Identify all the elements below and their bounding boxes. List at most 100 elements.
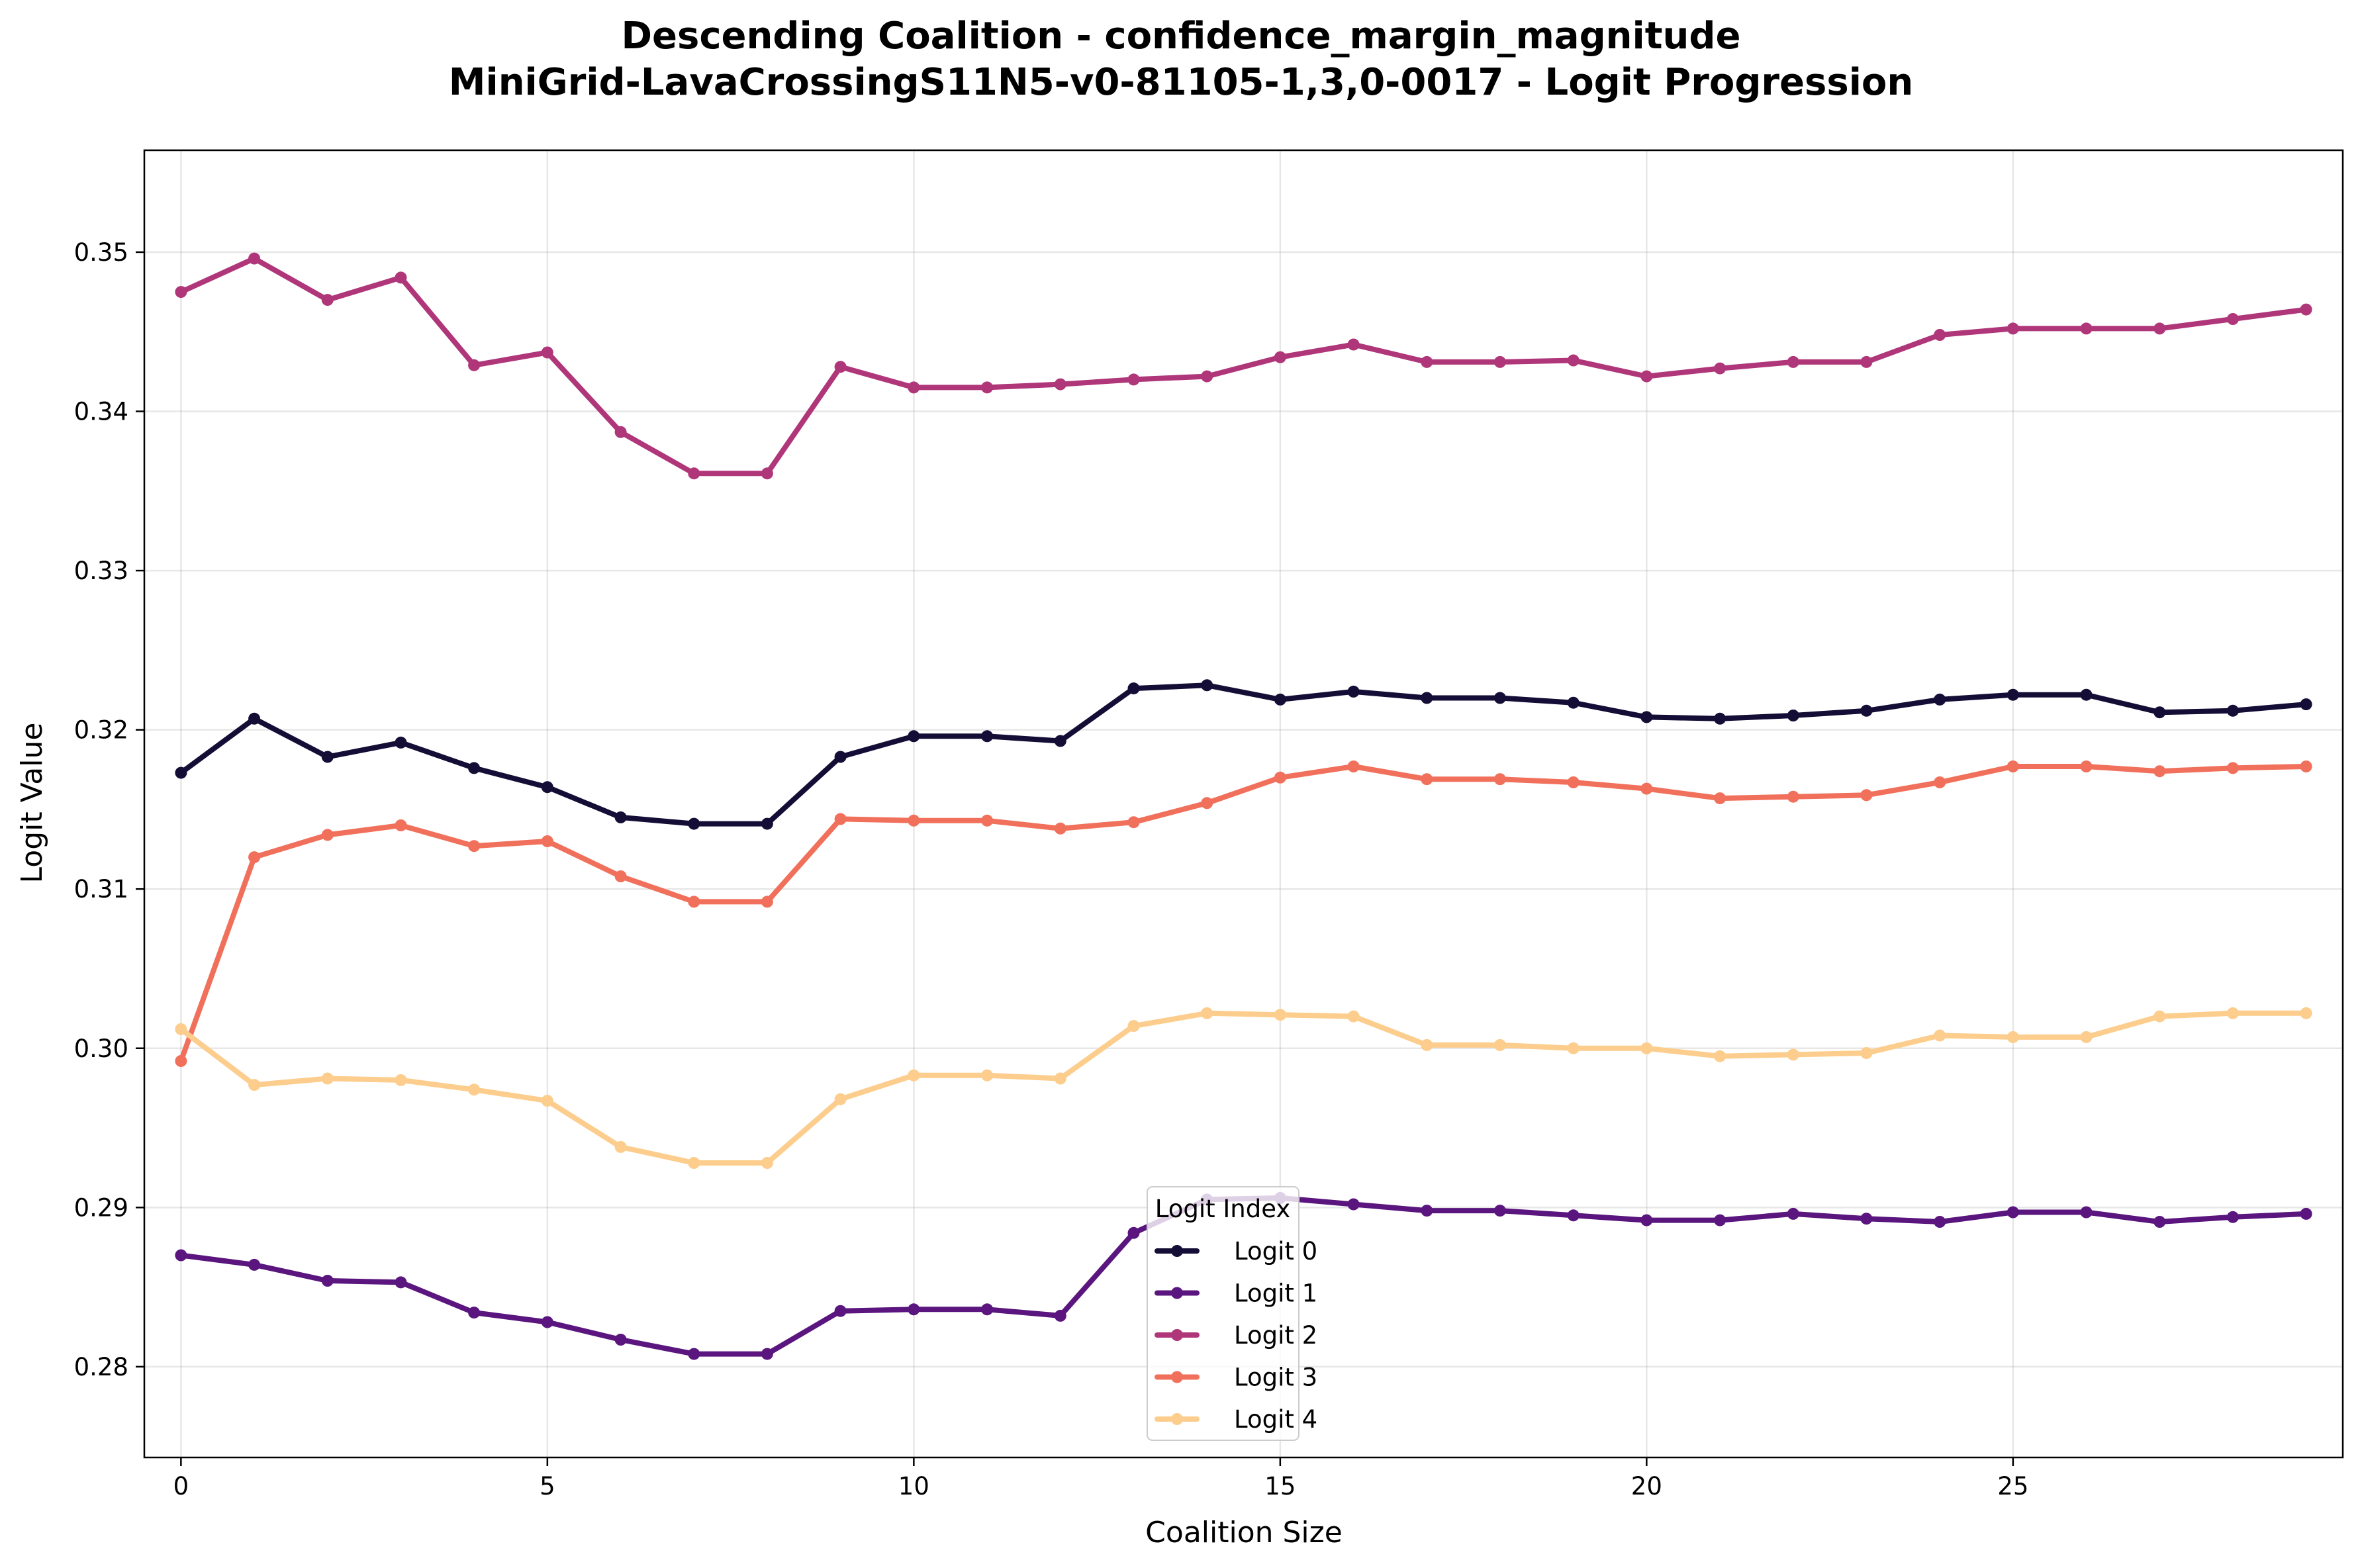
data-point-logit-2 (1421, 355, 1433, 368)
data-point-logit-2 (321, 294, 334, 306)
data-point-logit-2 (1567, 354, 1580, 367)
data-point-logit-2 (1714, 362, 1726, 375)
x-tick-label: 25 (1997, 1472, 2028, 1500)
data-point-logit-0 (1934, 693, 1946, 706)
data-point-logit-4 (1860, 1047, 1873, 1059)
data-point-logit-1 (1054, 1309, 1066, 1322)
axis-ticks: 0 5 10 15 20 25 0.28 0.29 0.30 0.31 0.32 0.33 0.34 0.… (74, 238, 2029, 1500)
data-point-logit-2 (541, 346, 553, 359)
legend-marker-logit-1 (1171, 1287, 1183, 1299)
data-point-logit-0 (1787, 710, 1799, 721)
data-point-logit-1 (2007, 1206, 2019, 1219)
data-point-logit-3 (1347, 761, 1360, 772)
data-point-logit-4 (321, 1072, 334, 1085)
data-point-logit-1 (2080, 1206, 2093, 1219)
x-tick-label: 5 (540, 1472, 555, 1500)
data-point-logit-0 (1493, 692, 1506, 704)
series-logit-0 (175, 679, 2312, 830)
data-point-logit-1 (468, 1307, 481, 1319)
data-point-logit-2 (1493, 355, 1506, 368)
data-point-logit-2 (395, 271, 407, 284)
data-point-logit-1 (1347, 1198, 1360, 1211)
data-point-logit-3 (321, 829, 334, 841)
data-point-logit-2 (834, 361, 847, 373)
data-point-logit-3 (2007, 761, 2019, 772)
x-tick-label: 15 (1264, 1472, 1296, 1500)
data-point-logit-4 (175, 1023, 187, 1035)
data-point-logit-0 (688, 817, 700, 830)
data-point-logit-4 (1054, 1072, 1066, 1085)
data-point-logit-3 (1127, 816, 1140, 829)
chart-title-line-2: MiniGrid-LavaCrossingS11N5-v0-81105-1,3,… (449, 61, 1913, 104)
data-point-logit-1 (541, 1316, 553, 1328)
data-point-logit-4 (1787, 1048, 1799, 1061)
data-point-logit-0 (1860, 704, 1873, 717)
legend-marker-logit-4 (1171, 1413, 1183, 1425)
data-point-logit-3 (981, 814, 994, 827)
data-point-logit-0 (981, 730, 994, 743)
data-point-logit-1 (1934, 1216, 1946, 1228)
data-point-logit-1 (2153, 1216, 2166, 1228)
series-logit-2 (175, 252, 2312, 480)
data-point-logit-3 (1201, 797, 1213, 809)
series-logit-3 (175, 761, 2312, 1067)
data-point-logit-1 (248, 1258, 261, 1271)
data-point-logit-4 (2080, 1031, 2093, 1043)
data-point-logit-3 (1640, 782, 1653, 795)
y-tick-label: 0.34 (74, 398, 128, 426)
data-point-logit-2 (468, 359, 481, 371)
data-point-logit-4 (981, 1069, 994, 1082)
data-point-logit-3 (1274, 771, 1286, 784)
y-tick-label: 0.28 (74, 1353, 128, 1381)
data-point-logit-3 (2226, 762, 2239, 774)
data-point-logit-4 (2300, 1007, 2312, 1019)
data-point-logit-0 (2007, 688, 2019, 701)
data-point-logit-1 (614, 1334, 627, 1346)
data-point-logit-3 (761, 896, 773, 908)
data-point-logit-2 (688, 467, 700, 480)
series-line-logit-2 (178, 255, 2309, 477)
data-point-logit-0 (2300, 698, 2312, 711)
data-point-logit-3 (2153, 765, 2166, 778)
y-tick-label: 0.31 (74, 875, 128, 903)
data-point-logit-3 (1493, 773, 1506, 786)
y-tick-label: 0.35 (74, 238, 128, 267)
legend-marker-logit-0 (1171, 1245, 1183, 1257)
plot-frame (143, 149, 2344, 1459)
data-point-logit-2 (981, 381, 994, 394)
data-point-logit-0 (1054, 735, 1066, 747)
data-point-logit-3 (1934, 776, 1946, 788)
data-point-logit-2 (2226, 313, 2239, 325)
data-point-logit-2 (908, 381, 920, 394)
data-point-logit-2 (2080, 322, 2093, 335)
data-point-logit-1 (1640, 1214, 1653, 1226)
data-point-logit-4 (761, 1157, 773, 1169)
data-point-logit-3 (1787, 790, 1799, 803)
data-point-logit-0 (1421, 692, 1433, 704)
data-point-logit-2 (1127, 373, 1140, 386)
data-point-logit-4 (2007, 1031, 2019, 1043)
legend-marker-logit-3 (1171, 1371, 1183, 1383)
data-point-logit-3 (468, 840, 481, 853)
data-point-logit-4 (834, 1093, 847, 1105)
data-point-logit-3 (395, 819, 407, 831)
data-point-logit-4 (908, 1069, 920, 1082)
data-point-logit-0 (1274, 693, 1286, 706)
data-point-logit-3 (688, 896, 700, 908)
data-point-logit-2 (2300, 303, 2312, 316)
data-point-logit-4 (468, 1084, 481, 1096)
data-point-logit-3 (1860, 789, 1873, 802)
legend: Logit Index Logit 0 Logit 1 Logit 2 Logit 3… (1147, 1186, 1317, 1441)
data-point-logit-0 (2080, 688, 2093, 701)
data-point-logit-2 (175, 286, 187, 299)
data-point-logit-2 (2153, 322, 2166, 335)
data-point-logit-2 (1640, 370, 1653, 383)
data-point-logit-0 (614, 811, 627, 823)
data-point-logit-3 (248, 851, 261, 864)
data-point-logit-1 (1493, 1205, 1506, 1217)
data-point-logit-0 (1640, 711, 1653, 723)
data-point-logit-4 (1567, 1042, 1580, 1054)
data-point-logit-3 (541, 835, 553, 847)
x-tick-label: 10 (898, 1472, 929, 1500)
legend-label-logit-4: Logit 4 (1234, 1405, 1317, 1434)
